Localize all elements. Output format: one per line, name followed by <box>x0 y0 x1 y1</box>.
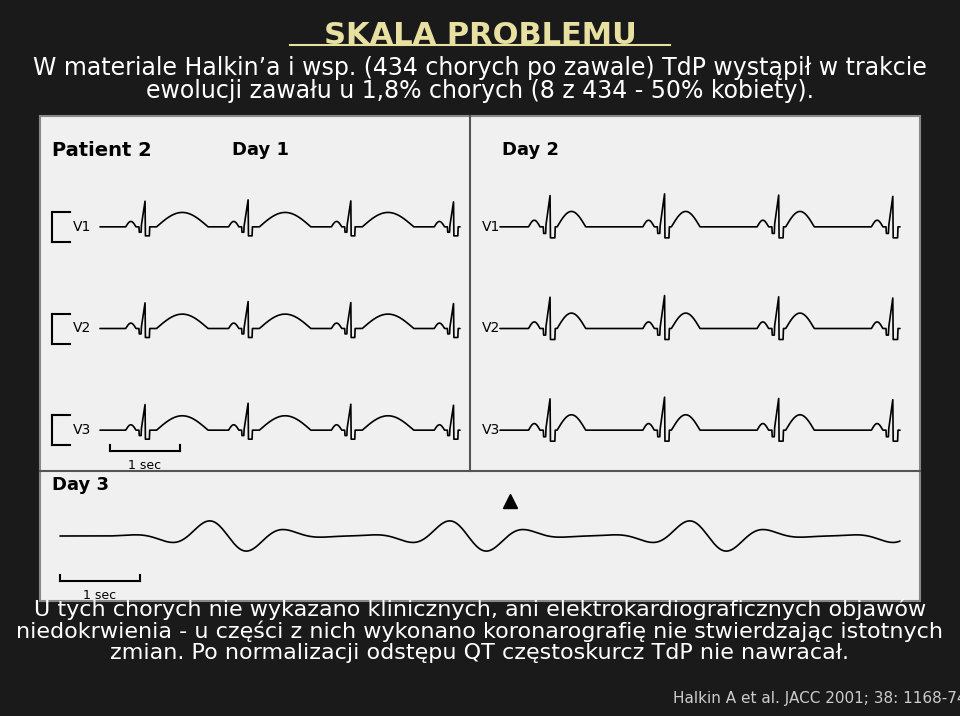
Text: V2: V2 <box>73 321 91 336</box>
Text: Day 1: Day 1 <box>231 141 289 159</box>
Text: W materiale Halkin’a i wsp. (434 chorych po zawale) TdP wystąpił w trakcie: W materiale Halkin’a i wsp. (434 chorych… <box>33 56 927 80</box>
Bar <box>40 116 920 601</box>
Text: Patient 2: Patient 2 <box>52 141 152 160</box>
Text: SKALA PROBLEMU: SKALA PROBLEMU <box>324 21 636 51</box>
Text: niedokrwienia - u części z nich wykonano koronarografię nie stwierdzając istotny: niedokrwienia - u części z nich wykonano… <box>16 620 944 642</box>
Text: 1 sec: 1 sec <box>129 459 161 472</box>
Text: V3: V3 <box>482 423 500 437</box>
Text: Day 2: Day 2 <box>501 141 559 159</box>
Text: zmian. Po normalizacji odstępu QT częstoskurcz TdP nie nawracał.: zmian. Po normalizacji odstępu QT często… <box>110 643 850 663</box>
Text: V2: V2 <box>482 321 500 336</box>
Text: Day 3: Day 3 <box>52 476 109 494</box>
Text: U tych chorych nie wykazano klinicznych, ani elektrokardiograficznych objawów: U tych chorych nie wykazano klinicznych,… <box>34 599 926 620</box>
Text: V3: V3 <box>73 423 91 437</box>
Text: V1: V1 <box>73 220 91 234</box>
Text: 1 sec: 1 sec <box>84 589 116 602</box>
Text: ewolucji zawału u 1,8% chorych (8 z 434 - 50% kobiety).: ewolucji zawału u 1,8% chorych (8 z 434 … <box>146 79 814 103</box>
Text: Halkin A et al. JACC 2001; 38: 1168-74: Halkin A et al. JACC 2001; 38: 1168-74 <box>673 690 960 705</box>
Text: V1: V1 <box>482 220 500 234</box>
